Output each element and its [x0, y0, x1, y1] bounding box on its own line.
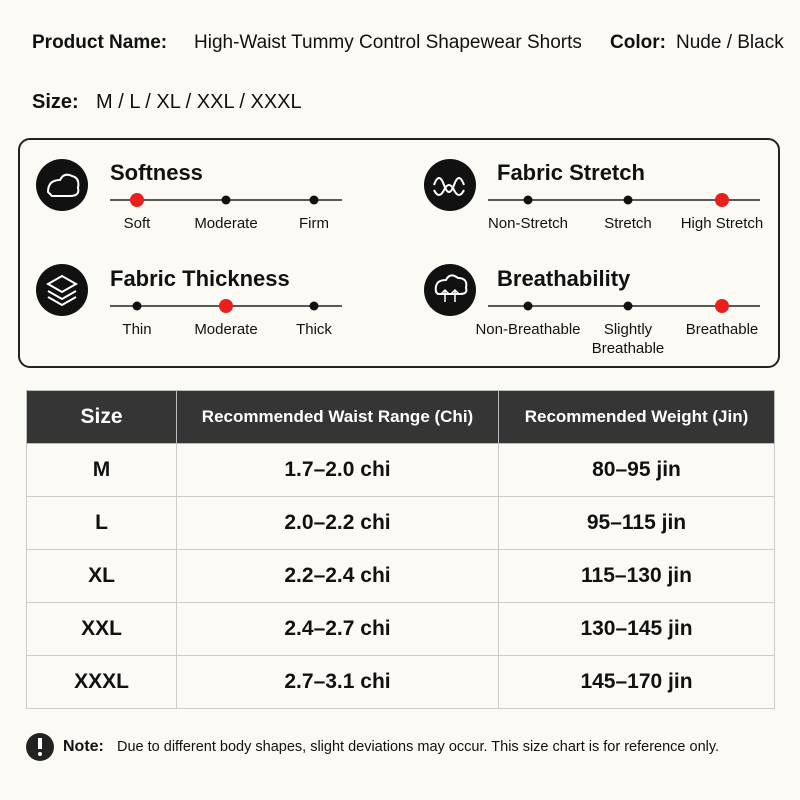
option-label: Breathable: [685, 321, 759, 338]
table-cell: XXL: [26, 602, 177, 656]
selected-dot: [130, 193, 144, 207]
table-cell: 115–130 jin: [498, 549, 775, 603]
dot: [309, 301, 319, 311]
option-label: Firm: [299, 215, 329, 232]
selected-dot: [715, 193, 729, 207]
table-cell: 145–170 jin: [498, 655, 775, 709]
product-name: High-Waist Tummy Control Shapewear Short…: [194, 32, 582, 53]
dot: [221, 195, 231, 205]
feature-title: Fabric Stretch: [497, 160, 645, 185]
icon: [36, 264, 88, 316]
table-cell: 2.0–2.2 chi: [176, 496, 499, 550]
table-row: L 2.0–2.2 chi 95–115 jin: [26, 496, 775, 550]
feature-title: Breathability: [497, 266, 631, 291]
table-cell: XXXL: [26, 655, 177, 709]
selected-dot: [715, 299, 729, 313]
table-header: Size Recommended Waist Range (Chi) Recomme…: [26, 390, 775, 444]
sizes: M / L / XL / XXL / XXXL: [96, 91, 302, 113]
icon: [424, 264, 476, 316]
option-label: High Stretch: [680, 215, 764, 232]
table-cell: 130–145 jin: [498, 602, 775, 656]
option-label: Stretch: [604, 215, 652, 232]
table-cell: XL: [26, 549, 177, 603]
option-label: Non-Breathable: [475, 321, 581, 338]
feature-title: Softness: [110, 160, 203, 185]
feature-panel: [18, 138, 780, 368]
dot: [523, 195, 533, 205]
table-cell: 95–115 jin: [498, 496, 775, 550]
table-row: M 1.7–2.0 chi 80–95 jin: [26, 443, 775, 497]
dot: [623, 195, 633, 205]
selected-dot: [219, 299, 233, 313]
icon: [36, 159, 88, 211]
label: Color:: [610, 32, 666, 53]
label: Product Name:: [32, 32, 168, 53]
table-cell: 2.7–3.1 chi: [176, 655, 499, 709]
table-row: XXL 2.4–2.7 chi 130–145 jin: [26, 602, 775, 656]
dot: [523, 301, 533, 311]
table-cell: 80–95 jin: [498, 443, 775, 497]
option-label: Moderate: [194, 321, 258, 338]
header-cell: Recommended Weight (Jin): [498, 390, 775, 444]
dot: [132, 301, 142, 311]
table-cell: M: [26, 443, 177, 497]
option-label: Thin: [122, 321, 152, 338]
table-row: XL 2.2–2.4 chi 115–130 jin: [26, 549, 775, 603]
note-text: Due to different body shapes, slight dev…: [117, 739, 720, 755]
table-cell: 2.4–2.7 chi: [176, 602, 499, 656]
table-cell: 2.2–2.4 chi: [176, 549, 499, 603]
color: Nude / Black: [676, 32, 784, 53]
note-icon: [26, 733, 54, 761]
option-label: Moderate: [194, 215, 258, 232]
label: Size:: [32, 91, 79, 113]
feature-title: Fabric Thickness: [110, 266, 290, 291]
option-label: Slightly Breathable: [591, 321, 665, 357]
note-label: Note:: [63, 738, 104, 755]
option-label: Thick: [296, 321, 332, 338]
dot: [623, 301, 633, 311]
dot: [309, 195, 319, 205]
table-row: XXXL 2.7–3.1 chi 145–170 jin: [26, 655, 775, 709]
table-cell: 1.7–2.0 chi: [176, 443, 499, 497]
table-cell: L: [26, 496, 177, 550]
size-table: Size Recommended Waist Range (Chi) Recomme…: [26, 390, 775, 709]
icon: [424, 159, 476, 211]
header-cell: Size: [26, 390, 177, 444]
option-label: Soft: [123, 215, 151, 232]
option-label: Non-Stretch: [487, 215, 569, 232]
header-cell: Recommended Waist Range (Chi): [176, 390, 499, 444]
